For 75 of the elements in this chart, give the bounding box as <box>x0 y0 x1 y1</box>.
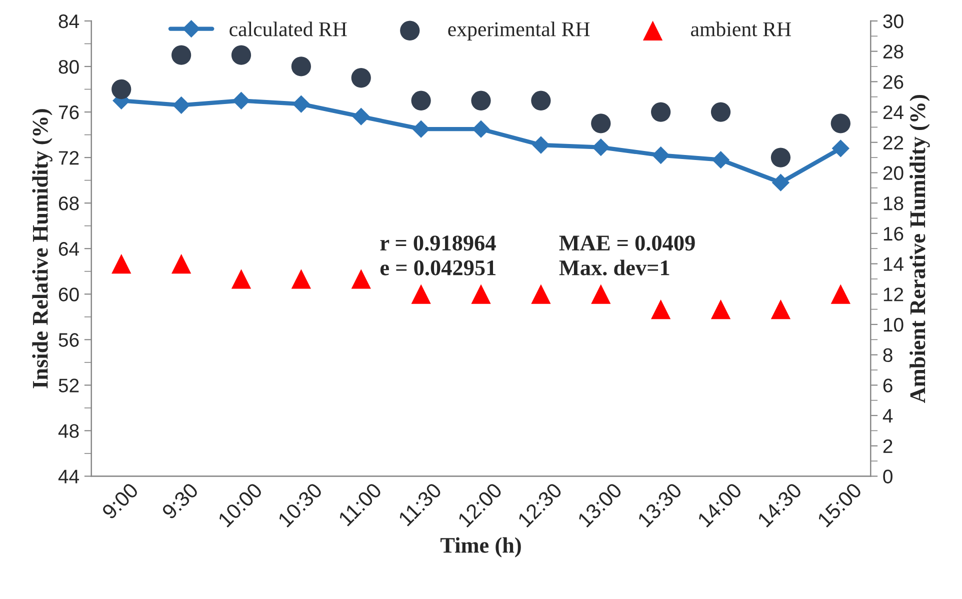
point <box>532 136 550 154</box>
x-tick-label: 9:00 <box>101 482 140 520</box>
point <box>592 138 610 156</box>
point <box>770 299 791 320</box>
y2-tick-label: 14 <box>884 257 904 271</box>
y-tick-label: 60 <box>58 288 79 302</box>
point <box>412 120 430 138</box>
annotation: MAE = 0.0409 Max. dev=1 <box>559 236 695 276</box>
point <box>471 284 491 304</box>
legend-label: calculated RH <box>230 22 347 36</box>
point <box>112 254 132 274</box>
y2-tick-label: 18 <box>884 196 904 210</box>
y2-tick-label: 10 <box>884 318 904 332</box>
point <box>231 45 252 65</box>
point <box>411 90 431 110</box>
point <box>770 148 791 168</box>
y2-axis-title: Ambient Rerative Humidity (%) <box>910 94 930 403</box>
point <box>112 79 132 100</box>
y-tick-label: 52 <box>58 378 79 392</box>
point <box>652 146 670 164</box>
y-tick-label: 68 <box>58 196 79 210</box>
point <box>591 114 611 134</box>
point <box>291 269 311 289</box>
y2-tick-label: 24 <box>883 105 904 120</box>
point <box>531 284 551 304</box>
y2-tick-label: 4 <box>882 409 893 423</box>
y-tick-label: 64 <box>58 242 80 256</box>
y-tick-label: 56 <box>58 333 79 347</box>
point <box>832 140 850 157</box>
point <box>710 299 731 320</box>
y-tick-label: 44 <box>58 470 80 484</box>
point <box>710 102 731 122</box>
point <box>830 284 850 304</box>
y-tick-label: 80 <box>58 60 79 74</box>
legend-label: experimental RH <box>448 22 590 41</box>
y2-tick-label: 28 <box>883 44 904 59</box>
point <box>351 68 371 88</box>
y-tick-label: 84 <box>58 14 80 28</box>
point <box>351 269 371 289</box>
point <box>352 108 370 126</box>
point <box>651 299 671 320</box>
point <box>171 45 192 65</box>
y-tick-label: 76 <box>58 105 79 120</box>
y2-tick-label: 16 <box>884 226 904 241</box>
point <box>171 254 192 274</box>
point <box>772 174 790 192</box>
point <box>232 92 250 110</box>
y2-tick-label: 22 <box>883 136 904 150</box>
y2-tick-label: 6 <box>883 378 892 392</box>
point <box>292 95 310 113</box>
point <box>471 90 491 110</box>
y-tick-label: 72 <box>58 151 79 165</box>
y-axis-title: Inside Relative Humidity (%) <box>32 109 52 388</box>
point <box>472 120 490 138</box>
y2-tick-label: 30 <box>883 14 904 28</box>
point <box>591 284 611 304</box>
point <box>411 284 431 304</box>
x-tick-label: 9:30 <box>161 482 200 520</box>
y-tick-label: 48 <box>58 424 79 438</box>
y2-tick-label: 8 <box>883 348 892 362</box>
legend-label: ambient RH <box>691 22 791 36</box>
annotation: r = 0.918964 e = 0.042951 <box>380 236 496 276</box>
point <box>231 269 252 289</box>
x-axis-title: Time (h) <box>440 537 521 558</box>
y2-tick-label: 20 <box>883 166 904 180</box>
point <box>291 56 311 76</box>
point <box>531 90 551 110</box>
y2-tick-label: 0 <box>883 470 892 484</box>
point <box>651 102 671 122</box>
y2-tick-label: 26 <box>883 75 904 89</box>
y2-tick-label: 12 <box>884 288 904 302</box>
point <box>172 96 190 114</box>
y2-tick-label: 2 <box>883 439 892 453</box>
point <box>712 151 730 168</box>
point <box>830 114 850 134</box>
